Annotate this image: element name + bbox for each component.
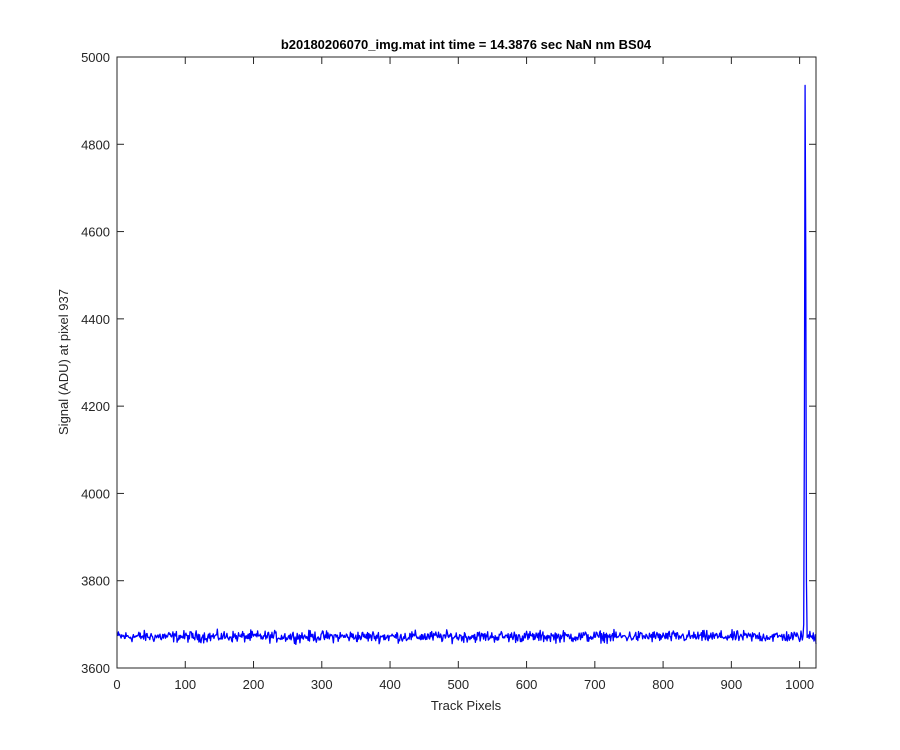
x-tick-label: 500: [447, 677, 469, 692]
x-tick-label: 600: [516, 677, 538, 692]
x-axis-label: Track Pixels: [431, 698, 502, 713]
x-tick-label: 900: [721, 677, 743, 692]
y-axis-label: Signal (ADU) at pixel 937: [56, 289, 71, 435]
x-tick-label: 1000: [785, 677, 814, 692]
x-tick-label: 700: [584, 677, 606, 692]
y-tick-label: 4400: [81, 312, 110, 327]
axes-box: [116, 56, 817, 669]
axis-ticks: 0 100 200 300 400 500 600 700 800 900 1000 3600 3800…: [81, 50, 816, 692]
x-tick-label: 200: [243, 677, 265, 692]
y-tick-label: 3800: [81, 574, 110, 589]
x-tick-label: 800: [652, 677, 674, 692]
x-tick-label: 400: [379, 677, 401, 692]
y-tick-label: 4000: [81, 486, 110, 501]
series-line-0: [117, 84, 817, 646]
y-tick-label: 4200: [81, 399, 110, 414]
chart-title: b20180206070_img.mat int time = 14.3876 …: [281, 37, 652, 52]
y-tick-label: 4600: [81, 225, 110, 240]
x-tick-label: 300: [311, 677, 333, 692]
y-tick-label: 3600: [81, 661, 110, 676]
x-tick-label: 0: [113, 677, 120, 692]
y-tick-label: 5000: [81, 50, 110, 65]
y-tick-label: 4800: [81, 137, 110, 152]
plot-area: [116, 56, 817, 669]
x-tick-label: 100: [174, 677, 196, 692]
